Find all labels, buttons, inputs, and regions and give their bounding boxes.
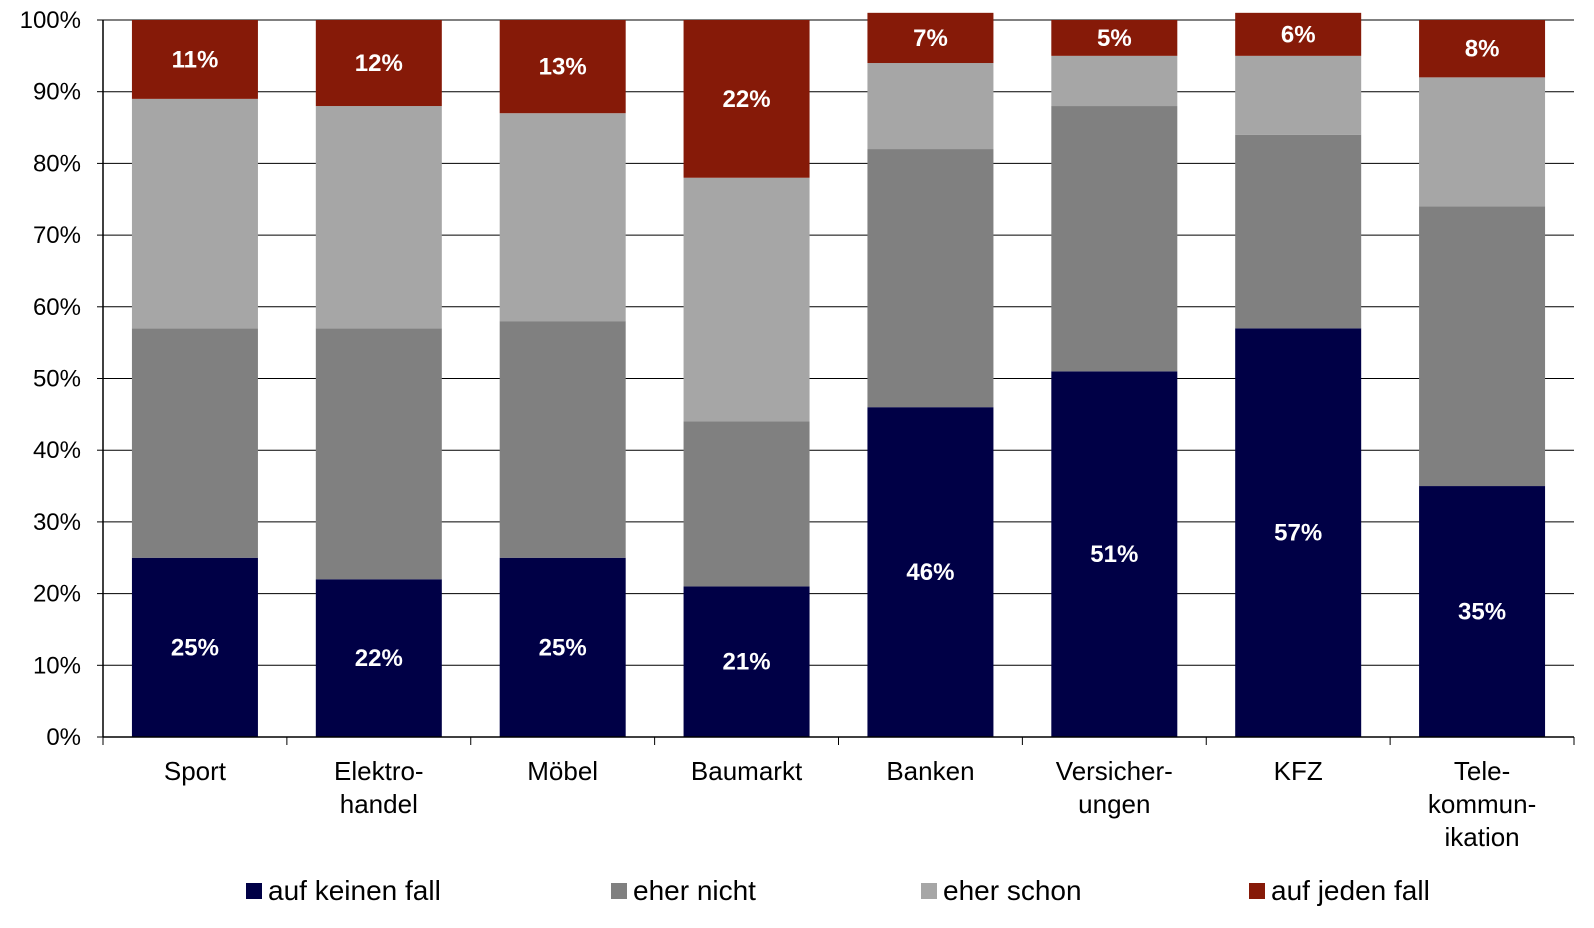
bar-segment [1419,206,1546,487]
bar-segment [1051,20,1178,56]
bar-segment [131,557,258,737]
x-tick-label: Möbel [527,756,598,786]
y-tick-label: 70% [33,222,81,249]
data-label: 25% [539,634,587,661]
x-tick-label: handel [340,789,418,819]
y-tick-label: 100% [20,7,81,34]
legend-label: eher schon [943,875,1082,906]
legend-label: eher nicht [633,875,756,906]
y-tick-label: 50% [33,366,81,393]
bar-segment [1419,20,1546,78]
bar-segment [131,20,258,99]
bar-segment [867,63,994,150]
x-tick-label: Versicher- [1056,756,1173,786]
y-tick-label: 90% [33,79,81,106]
x-tick-label: ungen [1078,789,1150,819]
bar-segment [499,20,626,114]
bar-segment [867,407,994,737]
bar-segment [683,586,810,737]
y-tick-label: 10% [33,652,81,679]
bar-segment [1235,12,1362,56]
bar-segment [1051,106,1178,372]
bar-segment [1051,55,1178,107]
bar-segment [1235,134,1362,329]
bar-segment [315,328,442,580]
legend-swatch [1249,883,1265,899]
data-label: 8% [1465,36,1500,63]
y-tick-label: 0% [46,724,81,751]
bar-segment [683,421,810,587]
bar-segment [683,20,810,178]
bar-segment [1235,328,1362,737]
data-label: 12% [355,50,403,77]
data-label: 21% [723,649,771,676]
data-label: 51% [1090,541,1138,568]
x-tick-label: ikation [1444,822,1519,852]
data-label: 35% [1458,599,1506,626]
bar-segment [499,557,626,737]
y-tick-label: 30% [33,509,81,536]
data-label: 7% [913,25,948,52]
x-tick-label: KFZ [1274,756,1323,786]
y-tick-label: 20% [33,581,81,608]
x-tick-label: Elektro- [334,756,424,786]
legend-swatch [246,883,262,899]
x-tick-label: Baumarkt [691,756,803,786]
y-tick-label: 60% [33,294,81,321]
data-label: 13% [539,54,587,81]
data-label: 22% [355,645,403,672]
bar-segment [1419,486,1546,737]
legend-label: auf jeden fall [1271,875,1430,906]
data-label: 46% [906,559,954,586]
x-tick-label: Banken [886,756,974,786]
data-label: 57% [1274,520,1322,547]
x-tick-label: Tele- [1454,756,1510,786]
bar-segment [315,579,442,737]
y-tick-label: 80% [33,150,81,177]
bar-segment [683,177,810,422]
legend-swatch [611,883,627,899]
bar-segment [499,321,626,558]
bar-segment [315,20,442,107]
legend-swatch [921,883,937,899]
legend-label: auf keinen fall [268,875,441,906]
data-label: 5% [1097,25,1132,52]
data-label: 6% [1281,21,1316,48]
data-label: 22% [723,86,771,113]
bar-segment [1051,371,1178,737]
bar-segment [1235,55,1362,135]
bar-segment [131,328,258,558]
y-tick-label: 40% [33,437,81,464]
bar-segment [131,98,258,329]
bar-segment [315,106,442,329]
x-tick-label: kommun- [1428,789,1536,819]
x-tick-label: Sport [164,756,227,786]
bar-segment [867,149,994,408]
bar-segment [1419,77,1546,207]
bar-segment [499,113,626,322]
data-label: 25% [171,634,219,661]
bar-segment [867,12,994,64]
data-label: 11% [172,46,219,73]
